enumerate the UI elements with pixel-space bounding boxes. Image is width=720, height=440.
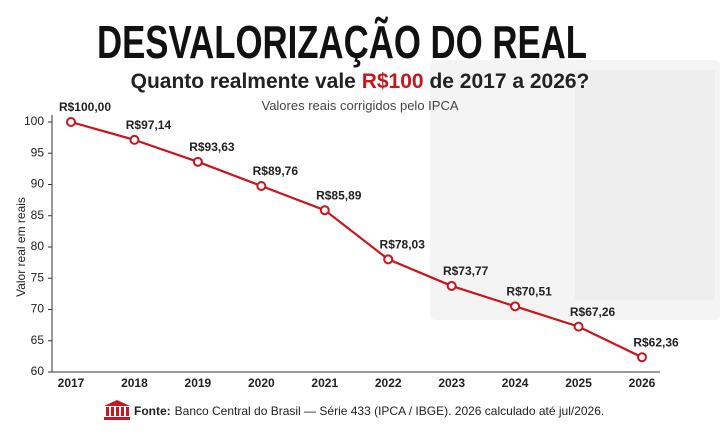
value-label: R$70,51 xyxy=(506,284,552,298)
y-tick-label: 100 xyxy=(24,114,44,128)
subtitle-part: Quanto realmente vale xyxy=(130,70,356,93)
source-label: Fonte: xyxy=(134,404,171,418)
x-tick-label: 2024 xyxy=(502,376,529,390)
subtitle-part: de 2017 a 2026? xyxy=(429,70,590,93)
y-axis-label: Valor real em reais xyxy=(14,197,28,297)
x-tick-label: 2019 xyxy=(185,376,212,390)
chart-title: DESVALORIZAÇÃO DO REAL xyxy=(97,16,587,68)
x-tick-label: 2018 xyxy=(121,376,148,390)
y-tick-label: 85 xyxy=(31,208,45,222)
y-tick-label: 70 xyxy=(31,302,45,316)
y-tick-label: 80 xyxy=(31,239,45,253)
point xyxy=(192,156,203,167)
x-tick-label: 2025 xyxy=(565,376,592,390)
x-tick-label: 2023 xyxy=(438,376,465,390)
y-tick-label: 95 xyxy=(31,145,45,159)
value-label: R$89,76 xyxy=(253,164,299,178)
source: Fonte: Banco Central do Brasil — Série 43… xyxy=(134,404,604,418)
subtitle: Quanto realmente vale R$100 de 2017 a 20… xyxy=(0,70,720,94)
point xyxy=(573,321,584,332)
bank-icon xyxy=(104,400,130,420)
value-label: R$73,77 xyxy=(443,264,489,278)
note: Valores reais corrigidos pelo IPCA xyxy=(261,98,459,113)
point xyxy=(446,280,457,291)
y-tick-label: 75 xyxy=(31,270,45,284)
point xyxy=(256,181,267,191)
line xyxy=(70,120,643,359)
x-tick-label: 2017 xyxy=(58,376,85,390)
point xyxy=(129,134,140,145)
point xyxy=(637,352,647,363)
point xyxy=(510,301,521,312)
value-label: R$67,26 xyxy=(570,305,616,319)
value-label: R$62,36 xyxy=(633,335,679,349)
value-label: R$100,00 xyxy=(59,100,111,114)
y-tick-label: 65 xyxy=(31,333,45,347)
value-label: R$97,14 xyxy=(126,118,172,132)
value-label: R$93,63 xyxy=(189,140,235,154)
y-tick-label: 60 xyxy=(31,364,45,378)
x-tick-label: 2020 xyxy=(248,376,275,390)
point xyxy=(383,254,394,265)
source-text: Banco Central do Brasil — Série 433 (IPC… xyxy=(174,404,605,418)
value-label: R$85,89 xyxy=(316,188,362,202)
y-tick-label: 90 xyxy=(31,177,45,191)
banknote-panel xyxy=(575,70,715,300)
subtitle-highlight: R$100 xyxy=(361,70,424,93)
x-tick-label: 2026 xyxy=(629,376,656,390)
point xyxy=(319,205,330,216)
value-label: R$78,03 xyxy=(380,237,426,251)
x-tick-label: 2022 xyxy=(375,376,402,390)
point xyxy=(66,117,76,127)
x-tick-label: 2021 xyxy=(311,376,338,390)
